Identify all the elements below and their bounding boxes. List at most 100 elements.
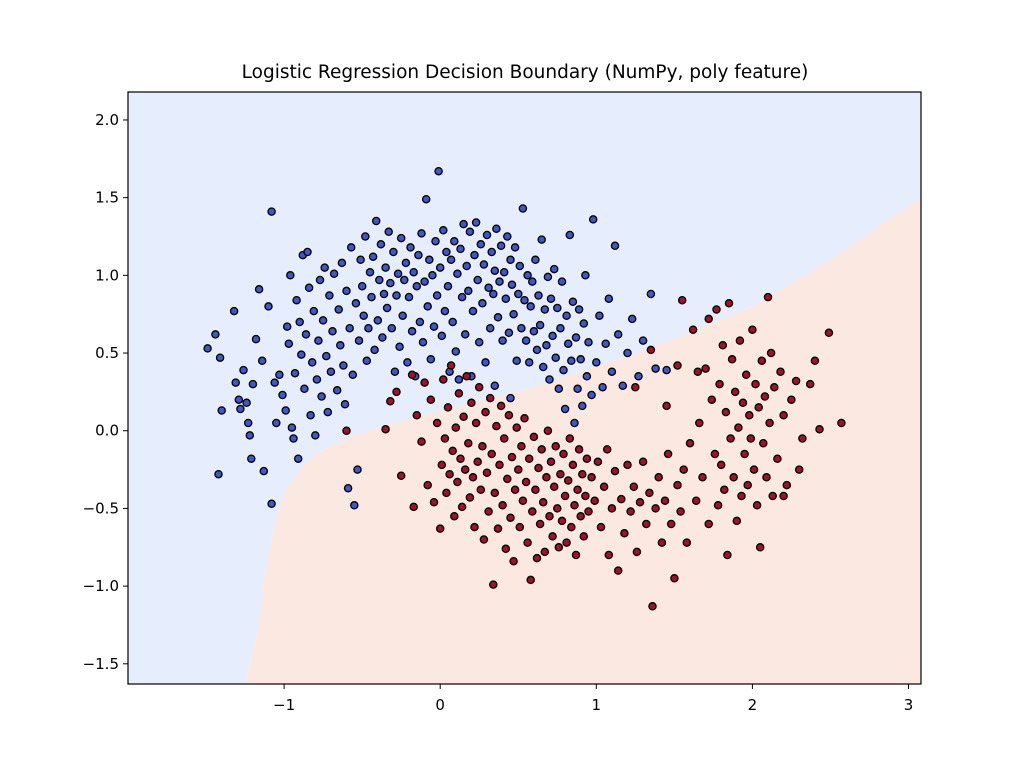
data-point-class-1 — [666, 519, 676, 529]
data-point-class-0 — [568, 297, 578, 307]
data-point-class-1 — [420, 378, 429, 387]
data-point-class-0 — [503, 232, 512, 241]
data-point-class-1 — [510, 485, 520, 495]
data-point-class-1 — [392, 387, 401, 397]
data-point-class-0 — [487, 247, 496, 257]
data-point-class-0 — [420, 277, 429, 286]
data-point-class-1 — [562, 538, 571, 547]
data-point-class-0 — [339, 361, 348, 370]
data-point-class-1 — [553, 504, 562, 513]
data-point-class-1 — [607, 504, 617, 513]
data-point-class-0 — [400, 275, 409, 285]
data-point-class-0 — [234, 395, 244, 404]
data-point-class-0 — [351, 299, 361, 308]
data-points — [203, 166, 846, 611]
data-point-class-1 — [685, 438, 695, 448]
data-point-class-1 — [559, 449, 568, 459]
data-point-class-0 — [247, 454, 256, 463]
data-point-class-0 — [498, 336, 507, 345]
data-point-class-0 — [311, 431, 320, 440]
data-point-class-1 — [381, 424, 390, 434]
data-point-class-0 — [361, 232, 370, 241]
y-tick-label: −1.5 — [83, 655, 119, 673]
data-point-class-0 — [389, 247, 398, 257]
data-point-class-1 — [759, 438, 768, 448]
data-point-class-0 — [345, 323, 354, 333]
data-point-class-1 — [435, 524, 445, 533]
data-point-class-0 — [556, 323, 565, 333]
data-point-class-0 — [662, 365, 671, 375]
data-point-class-1 — [710, 449, 720, 459]
data-point-class-1 — [726, 434, 735, 443]
data-point-class-1 — [498, 501, 507, 510]
data-point-class-0 — [409, 267, 418, 277]
data-point-class-0 — [588, 215, 598, 224]
data-point-class-1 — [779, 491, 788, 501]
data-point-class-1 — [509, 556, 518, 566]
data-point-class-0 — [368, 252, 378, 261]
data-point-class-0 — [529, 327, 539, 336]
data-point-class-1 — [673, 361, 682, 370]
data-point-class-1 — [662, 401, 671, 411]
data-point-class-0 — [257, 356, 267, 366]
data-point-class-0 — [495, 277, 504, 286]
data-point-class-1 — [584, 507, 593, 516]
data-point-class-0 — [248, 379, 258, 389]
data-point-class-0 — [203, 344, 212, 353]
data-point-class-0 — [281, 406, 290, 415]
data-point-class-0 — [638, 336, 648, 345]
data-point-class-1 — [442, 488, 451, 498]
data-point-class-1 — [538, 497, 548, 507]
data-point-class-0 — [462, 261, 471, 271]
data-point-class-1 — [557, 516, 567, 526]
data-point-class-0 — [264, 302, 273, 311]
data-point-class-0 — [501, 294, 511, 303]
data-point-class-0 — [610, 241, 620, 251]
data-point-class-0 — [598, 382, 607, 392]
data-point-class-1 — [638, 457, 648, 467]
data-point-class-0 — [396, 233, 406, 243]
data-point-class-1 — [715, 379, 724, 389]
data-point-class-0 — [464, 286, 473, 296]
x-tick-label: 3 — [904, 696, 914, 714]
data-point-class-1 — [450, 511, 459, 521]
data-point-class-0 — [551, 353, 560, 362]
data-point-class-1 — [504, 410, 514, 420]
data-point-class-1 — [682, 538, 692, 547]
data-point-class-0 — [362, 356, 372, 366]
data-point-class-0 — [514, 289, 523, 299]
data-point-class-1 — [691, 496, 701, 505]
data-point-class-1 — [578, 469, 587, 479]
x-tick-label: −1 — [273, 696, 295, 714]
data-point-class-1 — [506, 513, 515, 522]
data-point-class-0 — [329, 269, 339, 279]
data-point-class-0 — [476, 240, 486, 249]
data-point-class-0 — [651, 364, 660, 373]
data-point-class-1 — [423, 480, 432, 490]
data-point-class-1 — [531, 485, 540, 495]
data-point-class-1 — [512, 423, 521, 432]
data-point-class-1 — [632, 547, 642, 557]
data-point-class-0 — [563, 339, 573, 348]
data-point-class-1 — [478, 442, 487, 451]
data-point-class-1 — [805, 379, 815, 389]
x-tick-label: 0 — [435, 696, 445, 714]
data-point-class-0 — [301, 330, 311, 339]
data-point-class-1 — [462, 372, 471, 381]
data-point-class-0 — [481, 358, 490, 367]
data-point-class-1 — [670, 574, 679, 583]
data-point-class-1 — [407, 370, 417, 380]
data-point-class-0 — [315, 275, 325, 285]
data-point-class-1 — [579, 532, 589, 541]
y-tick-label: −1.0 — [83, 577, 119, 595]
data-point-class-1 — [657, 538, 667, 547]
data-point-class-0 — [414, 250, 423, 260]
data-point-class-1 — [482, 468, 492, 477]
data-point-class-0 — [320, 263, 329, 272]
data-point-class-0 — [242, 398, 251, 408]
data-point-class-1 — [342, 426, 351, 435]
data-point-class-1 — [417, 437, 426, 446]
data-point-class-0 — [378, 333, 387, 342]
